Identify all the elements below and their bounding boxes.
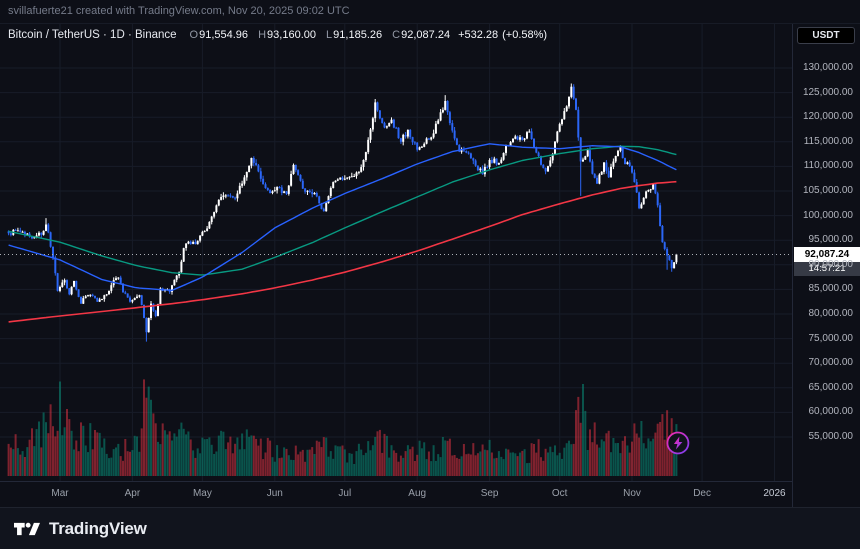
time-axis-label: Apr bbox=[124, 488, 141, 499]
time-axis[interactable]: Mar Apr May Jun Jul Aug Sep Oct Nov Dec 2026 bbox=[0, 481, 792, 507]
time-axis-label: Oct bbox=[551, 488, 568, 499]
price-tick-label: 120,000.00 bbox=[802, 111, 853, 123]
price-tick-label: 55,000.00 bbox=[808, 431, 854, 442]
low-value: 91,185.26 bbox=[333, 29, 383, 41]
price-tick-label: 115,000.00 bbox=[803, 135, 853, 147]
price-chart-pane[interactable]: Bitcoin / TetherUS · 1D · Binance O91,55… bbox=[0, 24, 792, 481]
time-axis-label: Jun bbox=[266, 488, 283, 499]
high-value: 93,160.00 bbox=[267, 29, 316, 41]
price-tick-label: 85,000.00 bbox=[808, 283, 854, 295]
close-value: 92,087.24 bbox=[401, 29, 451, 41]
candlestick-chart[interactable] bbox=[0, 24, 792, 481]
time-axis-label: Aug bbox=[408, 488, 427, 499]
footer-bar: TradingView bbox=[0, 507, 860, 549]
price-axis[interactable]: USDT 92,087.24 14:57:21 130,000.00 125,00… bbox=[792, 24, 860, 507]
time-axis-label: Dec bbox=[693, 488, 711, 499]
currency-button[interactable]: USDT bbox=[797, 27, 855, 44]
price-tick-label: 70,000.00 bbox=[808, 357, 854, 369]
time-axis-label: Mar bbox=[51, 488, 69, 499]
price-tick-label: 75,000.00 bbox=[808, 332, 854, 344]
chart-legend: Bitcoin / TetherUS · 1D · Binance O91,55… bbox=[8, 29, 547, 41]
time-axis-label: Sep bbox=[480, 488, 499, 499]
tradingview-logo-icon[interactable] bbox=[14, 518, 40, 540]
price-tick-label: 60,000.00 bbox=[808, 406, 854, 418]
price-tick-label: 110,000.00 bbox=[803, 160, 853, 172]
time-axis-label: May bbox=[192, 488, 212, 499]
time-axis-label: Jul bbox=[338, 488, 352, 499]
chart-region: Bitcoin / TetherUS · 1D · Binance O91,55… bbox=[0, 24, 860, 507]
open-value: 91,554.96 bbox=[199, 29, 249, 41]
low-label: L bbox=[326, 29, 333, 41]
price-change: +532.28 bbox=[458, 29, 499, 41]
bar-countdown: 14:57:21 bbox=[794, 261, 860, 276]
attribution-bar: svillafuerte21 created with TradingView.… bbox=[0, 0, 860, 24]
symbol-title: Bitcoin / TetherUS · 1D · Binance bbox=[8, 29, 177, 41]
current-price-label: 92,087.24 14:57:21 bbox=[794, 246, 860, 276]
price-tick-label: 100,000.00 bbox=[802, 209, 853, 221]
tradingview-wordmark[interactable]: TradingView bbox=[49, 518, 147, 538]
price-tick-label: 80,000.00 bbox=[808, 308, 854, 319]
open-label: O bbox=[189, 29, 199, 41]
price-tick-label: 125,000.00 bbox=[802, 86, 853, 98]
close-label: C bbox=[392, 29, 401, 41]
price-tick-label: 65,000.00 bbox=[808, 381, 854, 393]
current-price-value: 92,087.24 bbox=[794, 246, 860, 262]
time-axis-label: 2026 bbox=[763, 488, 786, 499]
lightning-marker-icon bbox=[666, 431, 690, 455]
price-tick-label: 95,000.00 bbox=[808, 234, 854, 246]
price-change-percent: (+0.58%) bbox=[502, 29, 548, 41]
high-label: H bbox=[258, 29, 267, 41]
price-tick-label: 90,000.00 bbox=[808, 258, 854, 270]
price-tick-label: 130,000.00 bbox=[802, 62, 853, 73]
attribution-text: svillafuerte21 created with TradingView.… bbox=[8, 5, 350, 17]
price-tick-label: 105,000.00 bbox=[802, 185, 853, 196]
ohlc-values: O91,554.96 H93,160.00 L91,185.26 C92,087… bbox=[183, 29, 451, 41]
time-axis-label: Nov bbox=[623, 488, 641, 499]
